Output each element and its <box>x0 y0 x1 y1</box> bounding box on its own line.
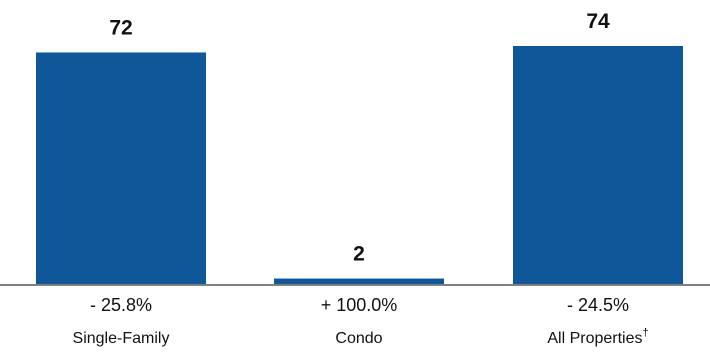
bar-condo <box>274 278 444 285</box>
category-name: Condo <box>335 330 382 347</box>
data-label: 2 <box>353 243 365 266</box>
data-label: 74 <box>586 10 610 33</box>
category-label: Condo <box>335 330 382 347</box>
category-name: All Properties <box>547 330 642 347</box>
bar-all-properties <box>513 46 683 285</box>
category-label: All Properties† <box>547 327 648 347</box>
bar-single-family <box>36 52 206 286</box>
data-label: 72 <box>109 16 132 39</box>
category-name: Single-Family <box>73 330 170 347</box>
change-label: - 24.5% <box>567 295 629 315</box>
category-footnote-mark: † <box>643 327 649 339</box>
bars-group <box>36 46 683 286</box>
category-label: Single-Family <box>73 330 170 347</box>
labels-group: 72 - 25.8% Single-Family 2 + 100.0% Condo 74 - … <box>73 10 649 347</box>
change-label: + 100.0% <box>321 295 398 315</box>
change-label: - 25.8% <box>90 295 152 315</box>
